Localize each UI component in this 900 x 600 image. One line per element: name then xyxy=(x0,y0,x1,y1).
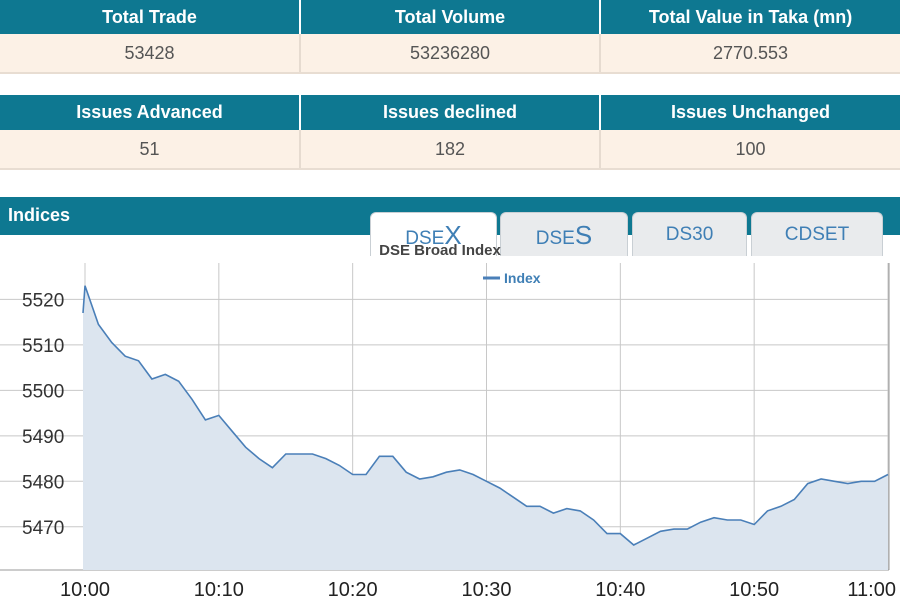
series-area xyxy=(83,285,888,570)
tab-dsex-prefix: DSE xyxy=(405,228,445,249)
header-issues-advanced: Issues Advanced xyxy=(0,95,300,130)
issues-summary-table: Issues Advanced Issues declined Issues U… xyxy=(0,95,900,170)
y-tick-label: 5480 xyxy=(22,472,64,493)
series-line[interactable] xyxy=(82,285,889,546)
header-issues-unchanged: Issues Unchanged xyxy=(599,95,900,130)
tab-ds30[interactable]: DS30 xyxy=(632,212,747,256)
value-total-volume: 53236280 xyxy=(299,34,600,74)
value-total-value: 2770.553 xyxy=(599,34,900,74)
tab-dses[interactable]: DSES xyxy=(500,212,628,256)
chart-legend[interactable]: Index xyxy=(483,270,541,286)
tab-dsex-suffix: X xyxy=(444,220,462,250)
header-total-value: Total Value in Taka (mn) xyxy=(599,0,900,34)
header-issues-declined: Issues declined xyxy=(299,95,600,130)
header-total-volume: Total Volume xyxy=(299,0,600,34)
header-total-trade: Total Trade xyxy=(0,0,300,34)
y-tick-label: 5520 xyxy=(22,290,64,311)
x-tick-label: 10:40 xyxy=(595,579,645,600)
tab-cdset-label: CDSET xyxy=(784,224,850,245)
value-issues-advanced: 51 xyxy=(0,130,300,170)
value-total-trade: 53428 xyxy=(0,34,300,74)
y-tick-label: 5510 xyxy=(22,336,64,357)
x-tick-label: 10:10 xyxy=(194,579,244,600)
indices-title: Indices xyxy=(8,205,71,225)
value-issues-declined: 182 xyxy=(299,130,600,170)
tab-dses-suffix: S xyxy=(574,220,593,250)
x-tick-label: 10:30 xyxy=(461,579,511,600)
y-tick-label: 5490 xyxy=(22,427,64,448)
y-tick-label: 5470 xyxy=(22,518,64,539)
chart-title: DSE Broad Index xyxy=(379,242,501,259)
market-summary-table: Total Trade Total Volume Total Value in … xyxy=(0,0,900,74)
tab-cdset[interactable]: CDSET xyxy=(751,212,883,256)
tab-dsex[interactable]: DSEX xyxy=(370,212,497,256)
x-tick-label: 11:00 xyxy=(847,579,896,600)
x-tick-label: 10:20 xyxy=(328,579,378,600)
tab-ds30-label: DS30 xyxy=(665,224,714,245)
x-tick-label: 10:00 xyxy=(60,579,110,600)
x-tick-label: 10:50 xyxy=(729,579,779,600)
y-tick-label: 5500 xyxy=(22,381,64,402)
tab-dses-prefix: DSE xyxy=(535,228,575,249)
value-issues-unchanged: 100 xyxy=(599,130,900,170)
legend-label: Index xyxy=(504,270,541,286)
index-chart: 5520 5510 5500 5490 5480 5470 10:00 10:10 10:20… xyxy=(0,242,900,600)
